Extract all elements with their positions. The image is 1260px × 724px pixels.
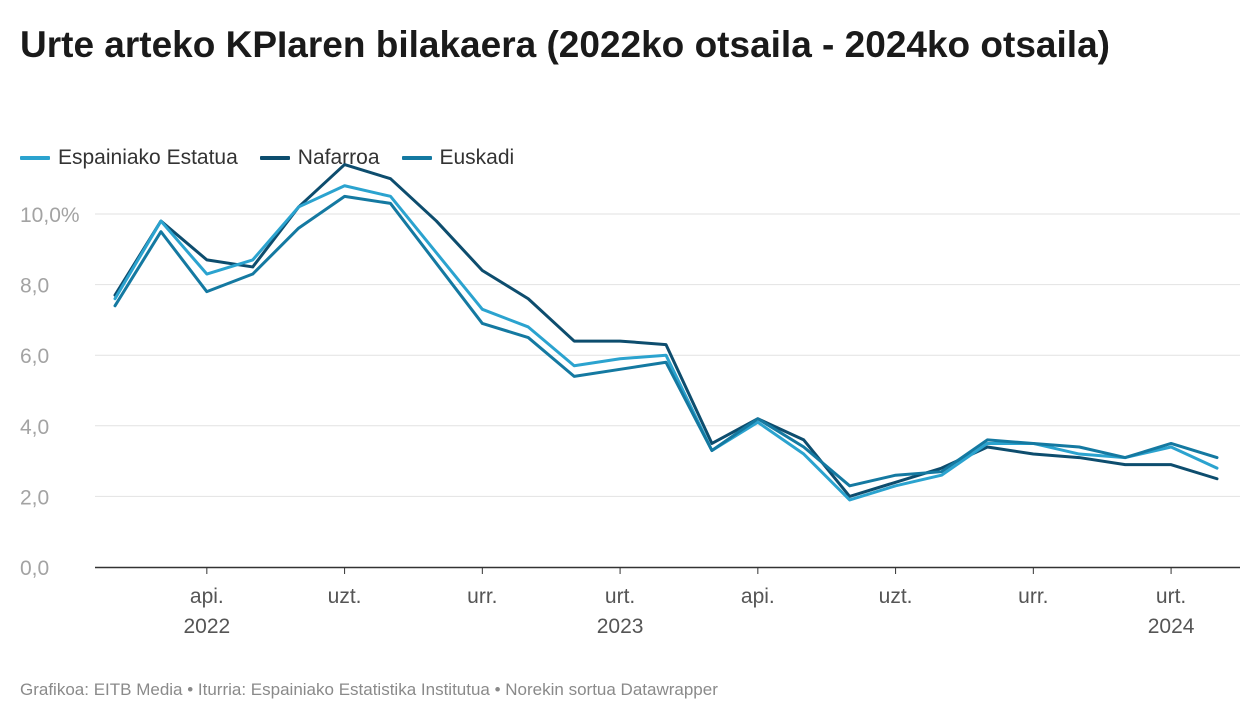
legend-swatch-euskadi [401,156,432,160]
y-tick-label: 2,0 [20,486,49,509]
y-tick-label: 6,0 [20,345,49,368]
legend-item-espainiako-estatua: Espainiako Estatua [20,146,238,170]
y-tick-label: 10,0% [20,204,80,227]
legend-item-nafarroa: Nafarroa [259,146,380,170]
series-line-euskadi [113,194,1219,488]
y-tick-label: 8,0 [20,275,49,298]
x-tick-label: urt. [605,585,635,608]
legend-label-espainiako-estatua: Espainiako Estatua [58,146,238,169]
legend-swatch-nafarroa [259,156,290,160]
x-tick-year-label: 2022 [183,615,230,638]
legend-swatch-espainiako-estatua [20,156,50,160]
chart-footer-credits: Grafikoa: EITB Media • Iturria: Espainia… [20,680,718,699]
x-tick-label: api. [190,585,224,608]
x-tick-label: urr. [467,585,497,608]
x-tick-label: uzt. [328,585,362,608]
x-tick-year-label: 2023 [597,615,644,638]
x-tick-label: api. [741,585,775,608]
x-tick-label: urt. [1156,585,1186,608]
legend-label-euskadi: Euskadi [439,146,515,169]
legend-item-euskadi: Euskadi [401,146,515,170]
x-tick-label: urr. [1018,585,1048,608]
legend-label-nafarroa: Nafarroa [297,146,380,169]
x-tick-year-label: 2024 [1148,615,1195,638]
y-tick-label: 4,0 [20,416,49,439]
chart-title: Urte arteko KPIaren bilakaera (2022ko ot… [20,24,1110,65]
x-tick-label: uzt. [879,585,913,608]
chart-legend: Espainiako Estatua Nafarroa Euskadi [20,146,536,170]
y-tick-label: 0,0 [20,557,49,580]
